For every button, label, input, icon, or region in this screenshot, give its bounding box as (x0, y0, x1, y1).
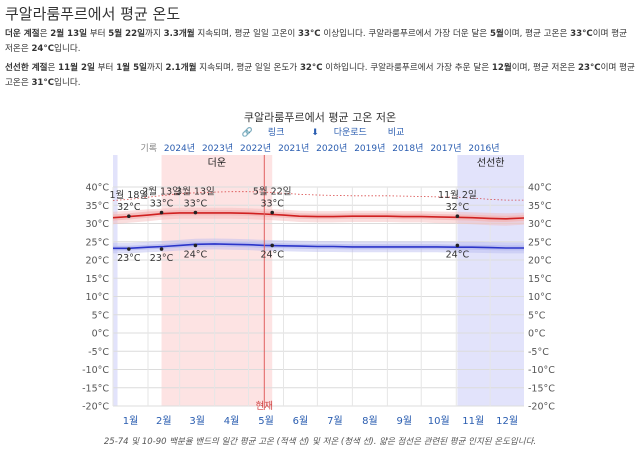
y-tick-label-right: 35°C (528, 201, 552, 212)
annotation-dot (270, 243, 275, 248)
y-tick-label-left: 25°C (86, 237, 110, 248)
annotation-dot (455, 243, 460, 248)
chart-caption: 25-74 및 10-90 백분율 밴드의 일간 평균 고온 (적색 선) 및 … (103, 437, 537, 447)
y-tick-label-right: 5°C (528, 310, 546, 321)
page-title: 쿠알라룸푸르에서 평균 온도 (5, 5, 181, 23)
y-tick-label-right: 25°C (528, 237, 552, 248)
y-tick-label-left: 20°C (86, 256, 110, 267)
month-label: 1월 (123, 415, 139, 427)
chart-actions: 🔗 링크 ⬇ 다운로드 비교 (0, 125, 640, 138)
annotation-value: 32°C (117, 202, 141, 213)
y-tick-label-left: 35°C (86, 201, 110, 212)
y-tick-label-left: 5°C (92, 310, 110, 321)
year-link[interactable]: 2023년 (201, 144, 234, 154)
month-label: 6월 (293, 415, 309, 427)
month-label: 5월 (258, 415, 274, 427)
annotation-date: 2월 13일 (142, 186, 181, 198)
y-tick-label-left: -20°C (82, 402, 109, 413)
month-label: 4월 (224, 415, 240, 427)
annotation-date: 11월 2일 (438, 189, 477, 201)
year-link[interactable]: 2018년 (392, 144, 424, 154)
annotation-value: 24°C (184, 249, 208, 260)
history-label: 기록 (140, 144, 157, 154)
y-tick-label-right: -20°C (528, 402, 555, 413)
annotation-date: 5월 22일 (253, 186, 292, 198)
annotation-dot (127, 247, 131, 251)
warm-season-term: 더운 계절 (5, 29, 40, 39)
annotation-dot (159, 247, 164, 251)
y-tick-label-left: 40°C (86, 183, 110, 194)
y-tick-label-right: 20°C (528, 256, 552, 267)
month-label: 10월 (428, 415, 450, 427)
y-tick-label-left: -15°C (82, 383, 109, 394)
annotation-dot (193, 210, 198, 215)
annotation-value: 32°C (446, 202, 470, 213)
annotation-date: 1월 18일 (109, 189, 148, 201)
annotation-value: 23°C (117, 253, 141, 264)
annotation-dot (159, 210, 164, 215)
season-band (457, 155, 524, 406)
month-label: 3월 (189, 415, 205, 427)
year-link[interactable]: 2016년 (468, 144, 500, 154)
annotation-dot (193, 243, 198, 248)
y-tick-label-right: 0°C (528, 329, 546, 340)
cool-season-term: 선선한 계절 (5, 63, 48, 73)
warm-season-summary: 더운 계절은 2월 13일 부터 5월 22일까지 3.3개월 지속되며, 평균… (5, 29, 628, 54)
y-tick-label-left: 15°C (86, 274, 110, 285)
y-tick-label-left: -10°C (82, 365, 109, 376)
annotation-dot (270, 210, 275, 215)
annotation-value: 33°C (184, 199, 208, 210)
now-label: 현재 (256, 401, 273, 412)
y-tick-label-right: -10°C (528, 365, 555, 376)
y-tick-label-right: -5°C (528, 347, 549, 358)
season-label: 선선한 (477, 157, 505, 169)
month-label: 11월 (462, 415, 484, 427)
download-button[interactable]: ⬇ 다운로드 (311, 128, 367, 138)
year-link[interactable]: 2024년 (163, 144, 196, 154)
season-band (113, 155, 118, 406)
y-tick-label-right: 15°C (528, 274, 552, 285)
annotation-value: 24°C (260, 249, 284, 260)
year-link[interactable]: 2019년 (354, 144, 386, 154)
y-tick-label-right: 40°C (528, 183, 552, 194)
y-tick-label-right: 10°C (528, 292, 552, 303)
annotation-value: 33°C (150, 199, 174, 210)
season-label: 더운 (208, 157, 226, 169)
download-icon: ⬇ (311, 128, 319, 138)
annotation-date: 3월 13일 (176, 186, 215, 198)
month-label: 9월 (397, 415, 413, 427)
month-label: 8월 (362, 415, 378, 427)
annotation-value: 24°C (446, 249, 470, 260)
y-tick-label-left: -5°C (88, 347, 109, 358)
cool-season-summary: 선선한 계절은 11월 2일 부터 1월 5일까지 2.1개월 지속되며, 평균… (5, 63, 635, 88)
month-label: 7월 (327, 415, 343, 427)
year-link[interactable]: 2017년 (430, 144, 462, 154)
year-link[interactable]: 2021년 (278, 144, 310, 154)
link-icon: 🔗 (241, 128, 253, 138)
compare-button[interactable]: 비교 (387, 128, 405, 138)
month-label: 12월 (496, 415, 518, 427)
history-years: 기록 2024년 2023년 2022년 2021년 2020년 2019년 2… (0, 141, 640, 154)
y-tick-label-right: -15°C (528, 383, 555, 394)
annotation-value: 23°C (150, 253, 174, 264)
link-button[interactable]: 🔗 링크 (241, 128, 285, 138)
year-link[interactable]: 2022년 (240, 144, 272, 154)
y-tick-label-left: 30°C (86, 219, 110, 230)
y-tick-label-left: 10°C (86, 292, 110, 303)
high-perceived-line (112, 191, 524, 201)
chart-title: 쿠알라룸푸르에서 평균 고온 저온 (243, 111, 397, 124)
y-tick-label-left: 0°C (92, 329, 110, 340)
y-tick-label-right: 30°C (528, 219, 552, 230)
annotation-dot (127, 214, 131, 218)
annotation-value: 33°C (260, 199, 284, 210)
annotation-dot (455, 214, 460, 218)
year-link[interactable]: 2020년 (316, 144, 348, 154)
low-temperature-line (113, 243, 524, 250)
month-label: 2월 (156, 415, 172, 427)
